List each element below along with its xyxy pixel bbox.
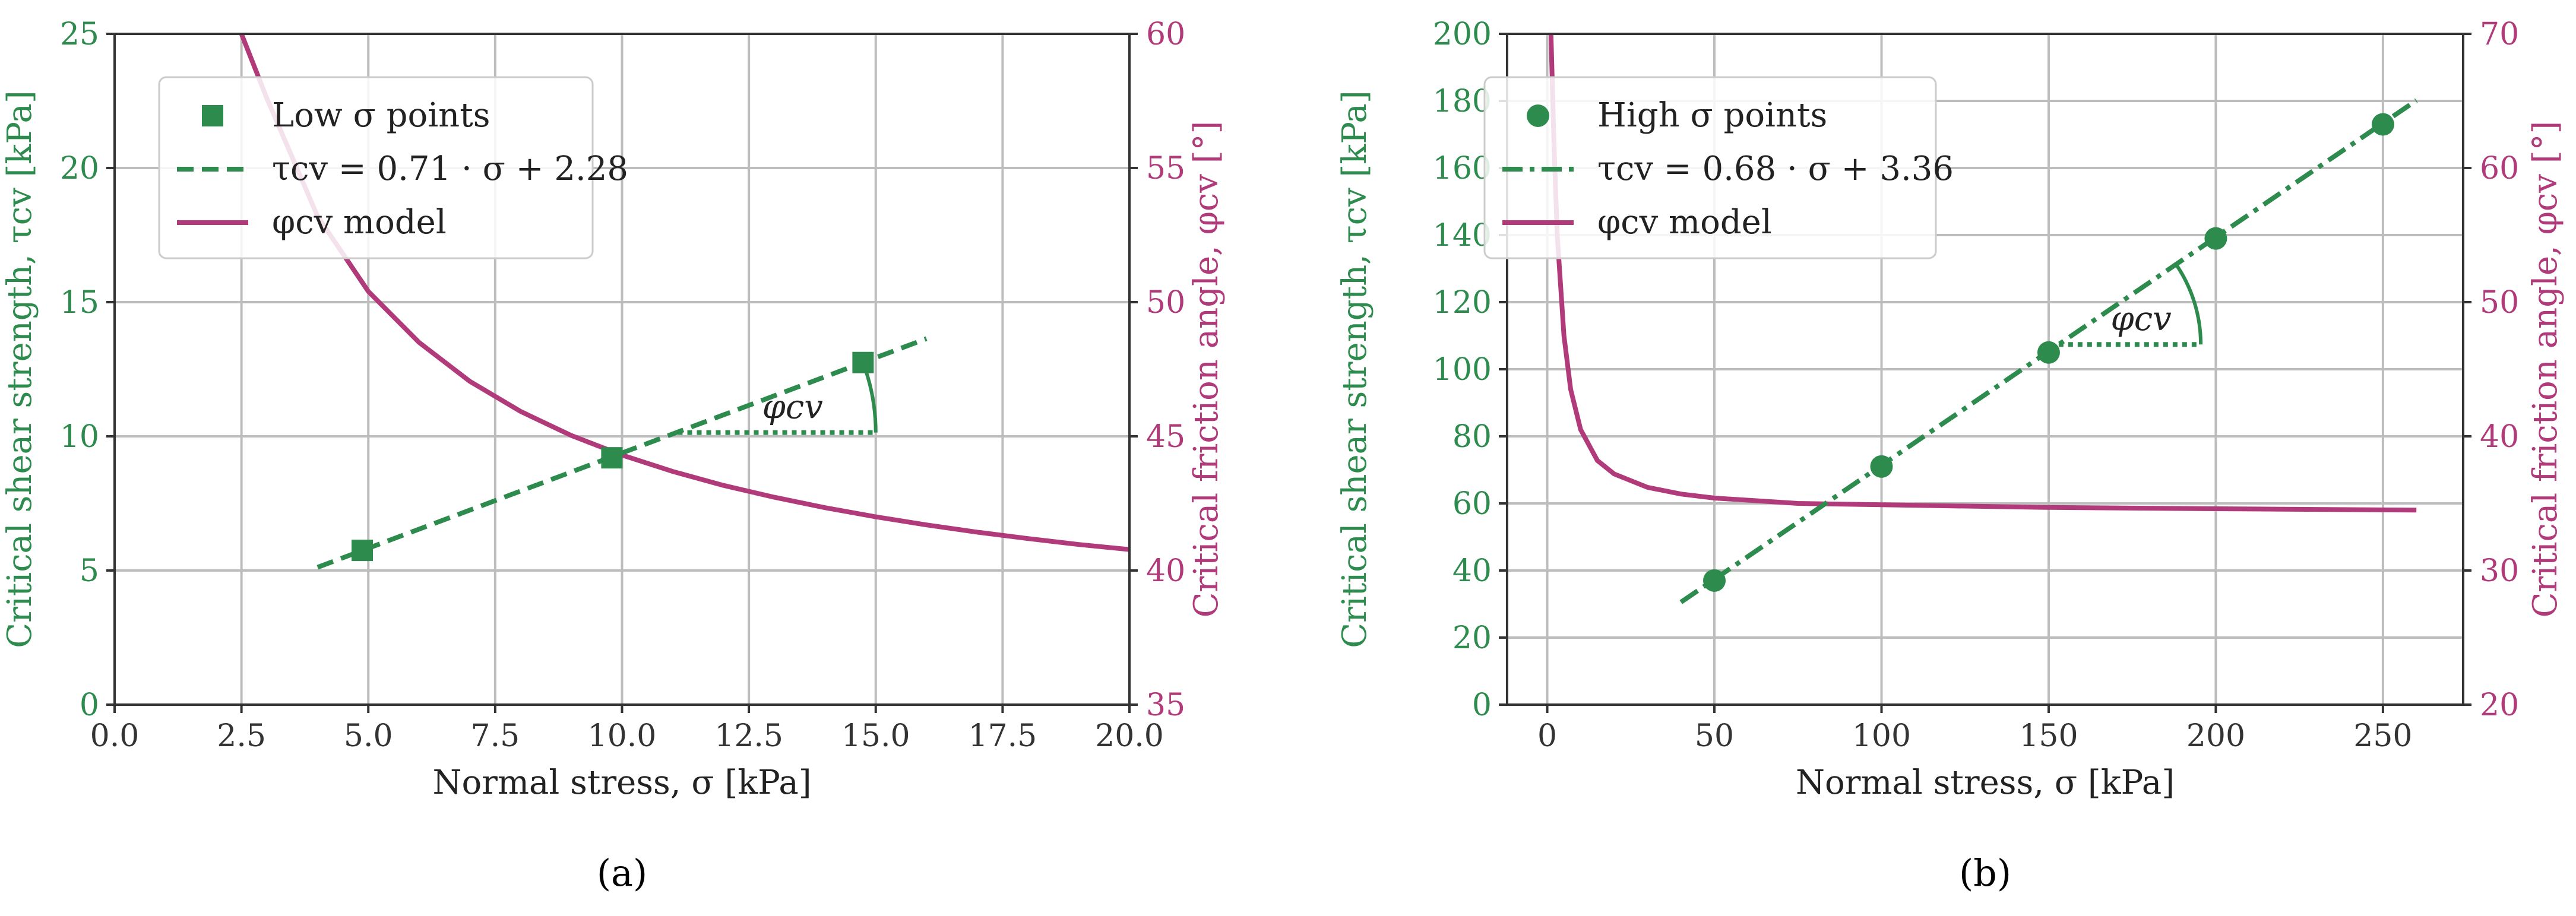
- data-point: [1870, 455, 1893, 478]
- x-tick-label: 10.0: [588, 718, 657, 754]
- x-tick-label: 17.5: [968, 718, 1037, 754]
- x-tick-label: 100: [1852, 718, 1911, 754]
- y-right-tick-label: 40: [2480, 419, 2519, 455]
- y-right-tick-label: 30: [2480, 553, 2519, 589]
- legend: High σ points τcv = 0.68 · σ + 3.36 φcv mo…: [1483, 76, 1954, 259]
- x-tick-label: 0: [1537, 718, 1557, 754]
- y-left-tick-label: 140: [1433, 218, 1492, 253]
- chart-panel-a: φcv 0.0 2.5 5.0 7.5 10.0 12.5 15.0 17.5 20.0 0 5 10 1…: [1, 17, 1226, 895]
- legend: Low σ points τcv = 0.71 · σ + 2.28 φcv mod…: [158, 76, 628, 259]
- y-left-axis-label: Critical shear strength, τcv [kPa]: [1336, 90, 1374, 648]
- y-left-tick-label: 180: [1433, 84, 1492, 119]
- y-left-tick-label: 15: [60, 285, 99, 321]
- data-point: [351, 540, 373, 562]
- legend-marker-points: [1527, 104, 1549, 127]
- y-left-tick-label: 100: [1433, 352, 1492, 388]
- y-left-tick-label: 25: [60, 17, 99, 52]
- y-left-axis-label: Critical shear strength, τcv [kPa]: [1, 90, 39, 648]
- y-right-axis-label: Critical friction angle, φcv [°]: [1187, 121, 1226, 618]
- x-axis-label: Normal stress, σ [kPa]: [432, 763, 811, 802]
- x-tick-label: 2.5: [217, 718, 266, 754]
- y-right-tick-label: 20: [2480, 687, 2519, 723]
- x-tick-label: 5.0: [344, 718, 393, 754]
- legend-label-points: Low σ points: [272, 96, 490, 135]
- chart-panel-b: φcv 0 50 100 150 200 250 0 20 40 60 80 100 120 140 160 1…: [1336, 17, 2565, 895]
- data-point: [2037, 341, 2060, 364]
- y-left-tick-label: 60: [1452, 486, 1492, 522]
- legend-box: [158, 76, 594, 259]
- data-point: [2371, 113, 2394, 136]
- legend-label-model: φcv model: [1597, 203, 1772, 242]
- data-point: [1703, 569, 1726, 592]
- panel-label: (b): [1959, 851, 2011, 895]
- y-right-tick-label: 70: [2480, 17, 2519, 52]
- angle-label: φcv: [2111, 300, 2172, 338]
- x-tick-label: 0.0: [90, 718, 140, 754]
- y-right-tick-label: 50: [2480, 285, 2519, 321]
- data-point: [852, 351, 874, 373]
- legend-box: [1483, 76, 1937, 259]
- y-right-tick-label: 45: [1146, 419, 1185, 455]
- y-right-tick-label: 35: [1146, 687, 1185, 723]
- y-left-tick-label: 160: [1433, 151, 1492, 186]
- y-right-tick-label: 55: [1146, 151, 1185, 186]
- angle-arc: [2175, 263, 2203, 345]
- x-tick-label: 15.0: [841, 718, 910, 754]
- y-right-tick-label: 50: [1146, 285, 1185, 321]
- x-tick-label: 12.5: [714, 718, 783, 754]
- y-right-axis-label: Critical friction angle, φcv [°]: [2526, 121, 2565, 618]
- data-point: [601, 447, 623, 469]
- x-tick-label: 7.5: [471, 718, 520, 754]
- y-left-tick-label: 80: [1452, 419, 1492, 455]
- y-left-tick-label: 200: [1433, 17, 1492, 52]
- x-axis-label: Normal stress, σ [kPa]: [1796, 763, 2175, 802]
- y-left-tick-label: 10: [60, 419, 99, 455]
- model-curve: [1548, 34, 2417, 513]
- y-left-tick-label: 120: [1433, 285, 1492, 321]
- legend-label-fit: τcv = 0.68 · σ + 3.36: [1597, 150, 1954, 188]
- y-right-tick-label: 60: [1146, 17, 1185, 52]
- y-left-tick-label: 0: [1472, 687, 1492, 723]
- y-left-tick-label: 20: [60, 151, 99, 186]
- plot-area: φcv: [1548, 34, 2418, 604]
- y-left-tick-label: 5: [80, 553, 99, 589]
- legend-label-points: High σ points: [1597, 96, 1827, 135]
- legend-marker-points: [202, 105, 223, 126]
- angle-label: φcv: [762, 388, 824, 427]
- y-left-tick-label: 40: [1452, 553, 1492, 589]
- x-tick-label: 50: [1695, 718, 1734, 754]
- y-right-tick-label: 60: [2480, 151, 2519, 186]
- y-left-tick-label: 0: [80, 687, 99, 723]
- plot-area: φcv: [239, 34, 1129, 570]
- x-tick-label: 20.0: [1095, 718, 1164, 754]
- data-point: [2204, 227, 2227, 250]
- model-curve: [239, 34, 1129, 552]
- y-right-tick-label: 40: [1146, 553, 1185, 589]
- legend-label-model: φcv model: [272, 203, 447, 242]
- angle-arc: [861, 362, 878, 433]
- legend-label-fit: τcv = 0.71 · σ + 2.28: [272, 150, 628, 188]
- panel-label: (a): [597, 851, 647, 895]
- x-tick-label: 250: [2353, 718, 2412, 754]
- y-left-tick-label: 20: [1452, 620, 1492, 656]
- x-tick-label: 200: [2186, 718, 2245, 754]
- x-tick-label: 150: [2019, 718, 2078, 754]
